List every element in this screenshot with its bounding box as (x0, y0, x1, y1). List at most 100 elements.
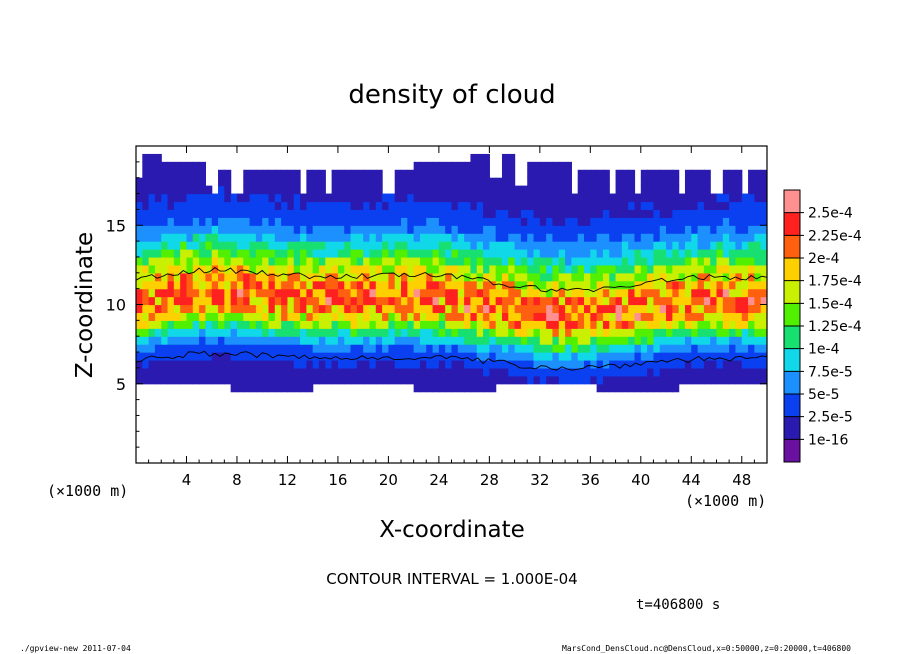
density-cell (438, 201, 446, 210)
density-cell (672, 256, 680, 266)
density-cell (640, 233, 648, 242)
density-cell (356, 209, 364, 218)
density-cell (621, 249, 629, 258)
density-cell (647, 272, 655, 282)
density-cell (520, 352, 528, 361)
density-cell (375, 296, 383, 306)
density-cell (445, 169, 453, 179)
density-cell (173, 264, 181, 274)
density-cell (565, 304, 572, 314)
density-cell (628, 352, 636, 361)
density-cell (312, 344, 320, 353)
density-cell (634, 225, 642, 234)
density-cell (268, 264, 276, 274)
density-cell (483, 328, 490, 337)
density-cell (666, 312, 673, 321)
density-cell (571, 359, 579, 369)
density-cell (697, 225, 705, 234)
density-cell (161, 272, 169, 282)
density-cell (344, 233, 352, 242)
density-cell (716, 304, 724, 314)
density-cell (552, 280, 560, 290)
density-cell (426, 320, 434, 329)
density-cell (167, 209, 175, 218)
density-cell (325, 272, 333, 282)
contour-interval-label: CONTOUR INTERVAL = 1.000E-04 (326, 570, 577, 588)
density-cell (602, 209, 610, 218)
density-cell (142, 185, 150, 195)
density-cell (748, 328, 755, 337)
density-cell (268, 288, 276, 298)
density-cell (476, 288, 484, 298)
density-cell (672, 209, 680, 218)
density-cell (337, 328, 345, 337)
density-cell (489, 201, 497, 210)
density-cell (394, 328, 402, 337)
density-cell (192, 241, 200, 250)
density-cell (596, 169, 604, 179)
density-cell (666, 383, 673, 393)
density-cell (741, 359, 749, 369)
density-cell (539, 209, 547, 218)
density-cell (748, 217, 755, 226)
density-cell (577, 375, 585, 385)
density-cell (748, 296, 755, 306)
density-cell (527, 352, 535, 361)
density-cell (218, 296, 225, 306)
x-tick-label: 20 (379, 471, 398, 489)
density-cell (262, 201, 270, 210)
density-cell (684, 256, 692, 266)
density-cell (161, 233, 169, 242)
density-cell (483, 201, 490, 210)
density-cell (527, 375, 535, 385)
density-cell (287, 201, 295, 210)
density-cell (628, 288, 636, 298)
density-cell (596, 312, 604, 321)
density-cell (565, 225, 572, 234)
density-cell (192, 177, 200, 187)
density-cell (470, 296, 478, 306)
density-cell (659, 288, 667, 298)
density-cell (514, 225, 522, 234)
density-cell (684, 375, 692, 385)
density-cell (199, 233, 207, 242)
density-cell (186, 328, 194, 337)
density-cell (148, 201, 156, 210)
density-cell (546, 249, 554, 258)
density-cell (350, 304, 358, 314)
density-cell (255, 256, 263, 266)
density-cell (180, 272, 188, 282)
density-cell (464, 177, 472, 187)
density-cell (407, 185, 415, 195)
density-cell (180, 288, 188, 298)
density-cell (331, 264, 339, 274)
density-cell (142, 249, 150, 258)
density-cell (432, 296, 440, 306)
density-cell (236, 272, 244, 282)
density-cell (388, 359, 396, 369)
density-cell (230, 375, 238, 385)
density-cell (520, 280, 528, 290)
density-cell (495, 288, 503, 298)
density-cell (590, 185, 598, 195)
density-cell (243, 296, 251, 306)
density-cell (527, 328, 535, 337)
density-cell (318, 296, 326, 306)
density-cell (565, 185, 572, 195)
density-cell (628, 312, 636, 321)
density-cell (426, 177, 434, 187)
density-cell (382, 264, 389, 274)
density-cell (672, 312, 680, 321)
density-cell (325, 288, 333, 298)
density-cell (161, 201, 169, 210)
density-cell (337, 367, 345, 377)
density-cell (154, 201, 162, 210)
density-cell (154, 209, 162, 218)
density-cell (325, 217, 333, 226)
density-cell (445, 177, 453, 187)
density-cell (325, 352, 333, 361)
density-cell (274, 193, 282, 203)
density-cell (369, 359, 377, 369)
density-cell (218, 280, 225, 290)
density-cell (672, 233, 680, 242)
